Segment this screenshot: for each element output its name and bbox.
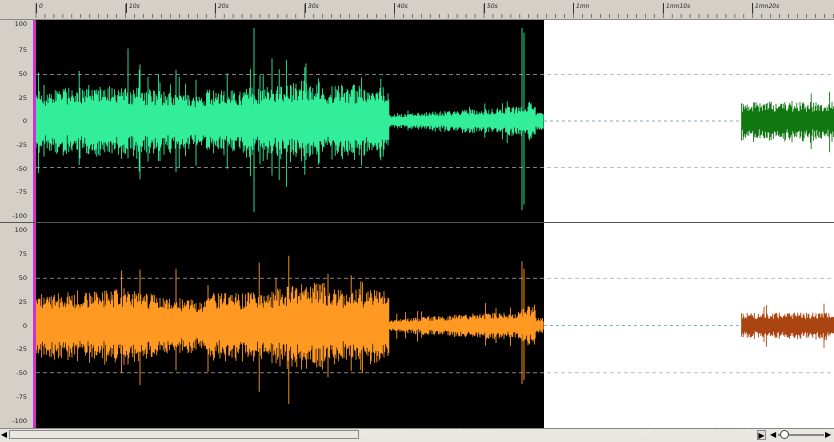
amplitude-ruler-1: 100 75 50 25 0 -25 -50 -75 -100	[0, 20, 34, 222]
time-label-30s: 30s	[305, 3, 319, 13]
amp-label-minus-75: -75	[16, 393, 27, 401]
time-label-1mn: 1mn	[573, 3, 589, 13]
waveform-active	[36, 28, 544, 213]
waveform-channel-1[interactable]	[36, 20, 834, 222]
amp-label-25: 25	[18, 298, 27, 306]
amp-label-75: 75	[18, 46, 27, 54]
time-label-0: 0	[36, 3, 43, 13]
waveform-active	[36, 255, 544, 404]
waveform-channel-2[interactable]	[36, 223, 834, 428]
playhead-marker[interactable]	[33, 20, 36, 222]
zoom-out-icon[interactable]: ◀	[770, 430, 777, 439]
amp-label-minus-50: -50	[16, 165, 27, 173]
zoom-slider-knob[interactable]	[780, 430, 789, 439]
zoom-in-icon[interactable]: ▶	[825, 430, 832, 439]
amp-label-minus-25: -25	[16, 345, 27, 353]
time-label-1mn10s: 1mn10s	[663, 3, 690, 13]
waveform-inactive	[741, 91, 834, 153]
time-label-20s: 20s	[215, 3, 229, 13]
horizontal-scrollbar[interactable]: ◀ ▶ ◀ ▶	[0, 428, 834, 442]
zoom-slider[interactable]	[778, 434, 824, 436]
amp-label-75: 75	[18, 250, 27, 258]
time-label-50s: 50s	[484, 3, 498, 13]
scroll-left-arrow-icon[interactable]: ◀	[0, 430, 8, 439]
amp-label-25: 25	[18, 94, 27, 102]
waveform-inactive	[741, 303, 834, 348]
amp-label-0: 0	[22, 322, 27, 330]
time-label-1mn20s: 1mn20s	[752, 3, 779, 13]
amp-label-50: 50	[18, 274, 27, 282]
amp-label-50: 50	[18, 70, 27, 78]
scroll-track[interactable]	[361, 430, 756, 439]
amp-label-100: 100	[14, 226, 27, 234]
channel-divider	[0, 222, 834, 223]
scroll-right-arrow-icon[interactable]: ▶	[757, 430, 766, 440]
amp-label-minus-50: -50	[16, 369, 27, 377]
scroll-thumb[interactable]	[9, 430, 359, 439]
channel-2[interactable]: 100 75 50 25 0 -25 -50 -75 -100	[0, 223, 834, 428]
amp-label-0: 0	[22, 117, 27, 125]
time-label-10s: 10s	[126, 3, 140, 13]
amp-label-minus-100: -100	[12, 417, 27, 425]
playhead-marker[interactable]	[33, 223, 36, 428]
amp-label-minus-25: -25	[16, 141, 27, 149]
time-ruler[interactable]: 0 10s 20s 30s 40s 50s 1mn 1mn10s 1mn20s	[0, 0, 834, 20]
channel-1[interactable]: 100 75 50 25 0 -25 -50 -75 -100	[0, 20, 834, 222]
amplitude-ruler-2: 100 75 50 25 0 -25 -50 -75 -100	[0, 223, 34, 428]
amp-label-minus-100: -100	[12, 212, 27, 220]
amp-label-minus-75: -75	[16, 188, 27, 196]
amp-label-100: 100	[14, 20, 27, 28]
time-label-40s: 40s	[394, 3, 408, 13]
